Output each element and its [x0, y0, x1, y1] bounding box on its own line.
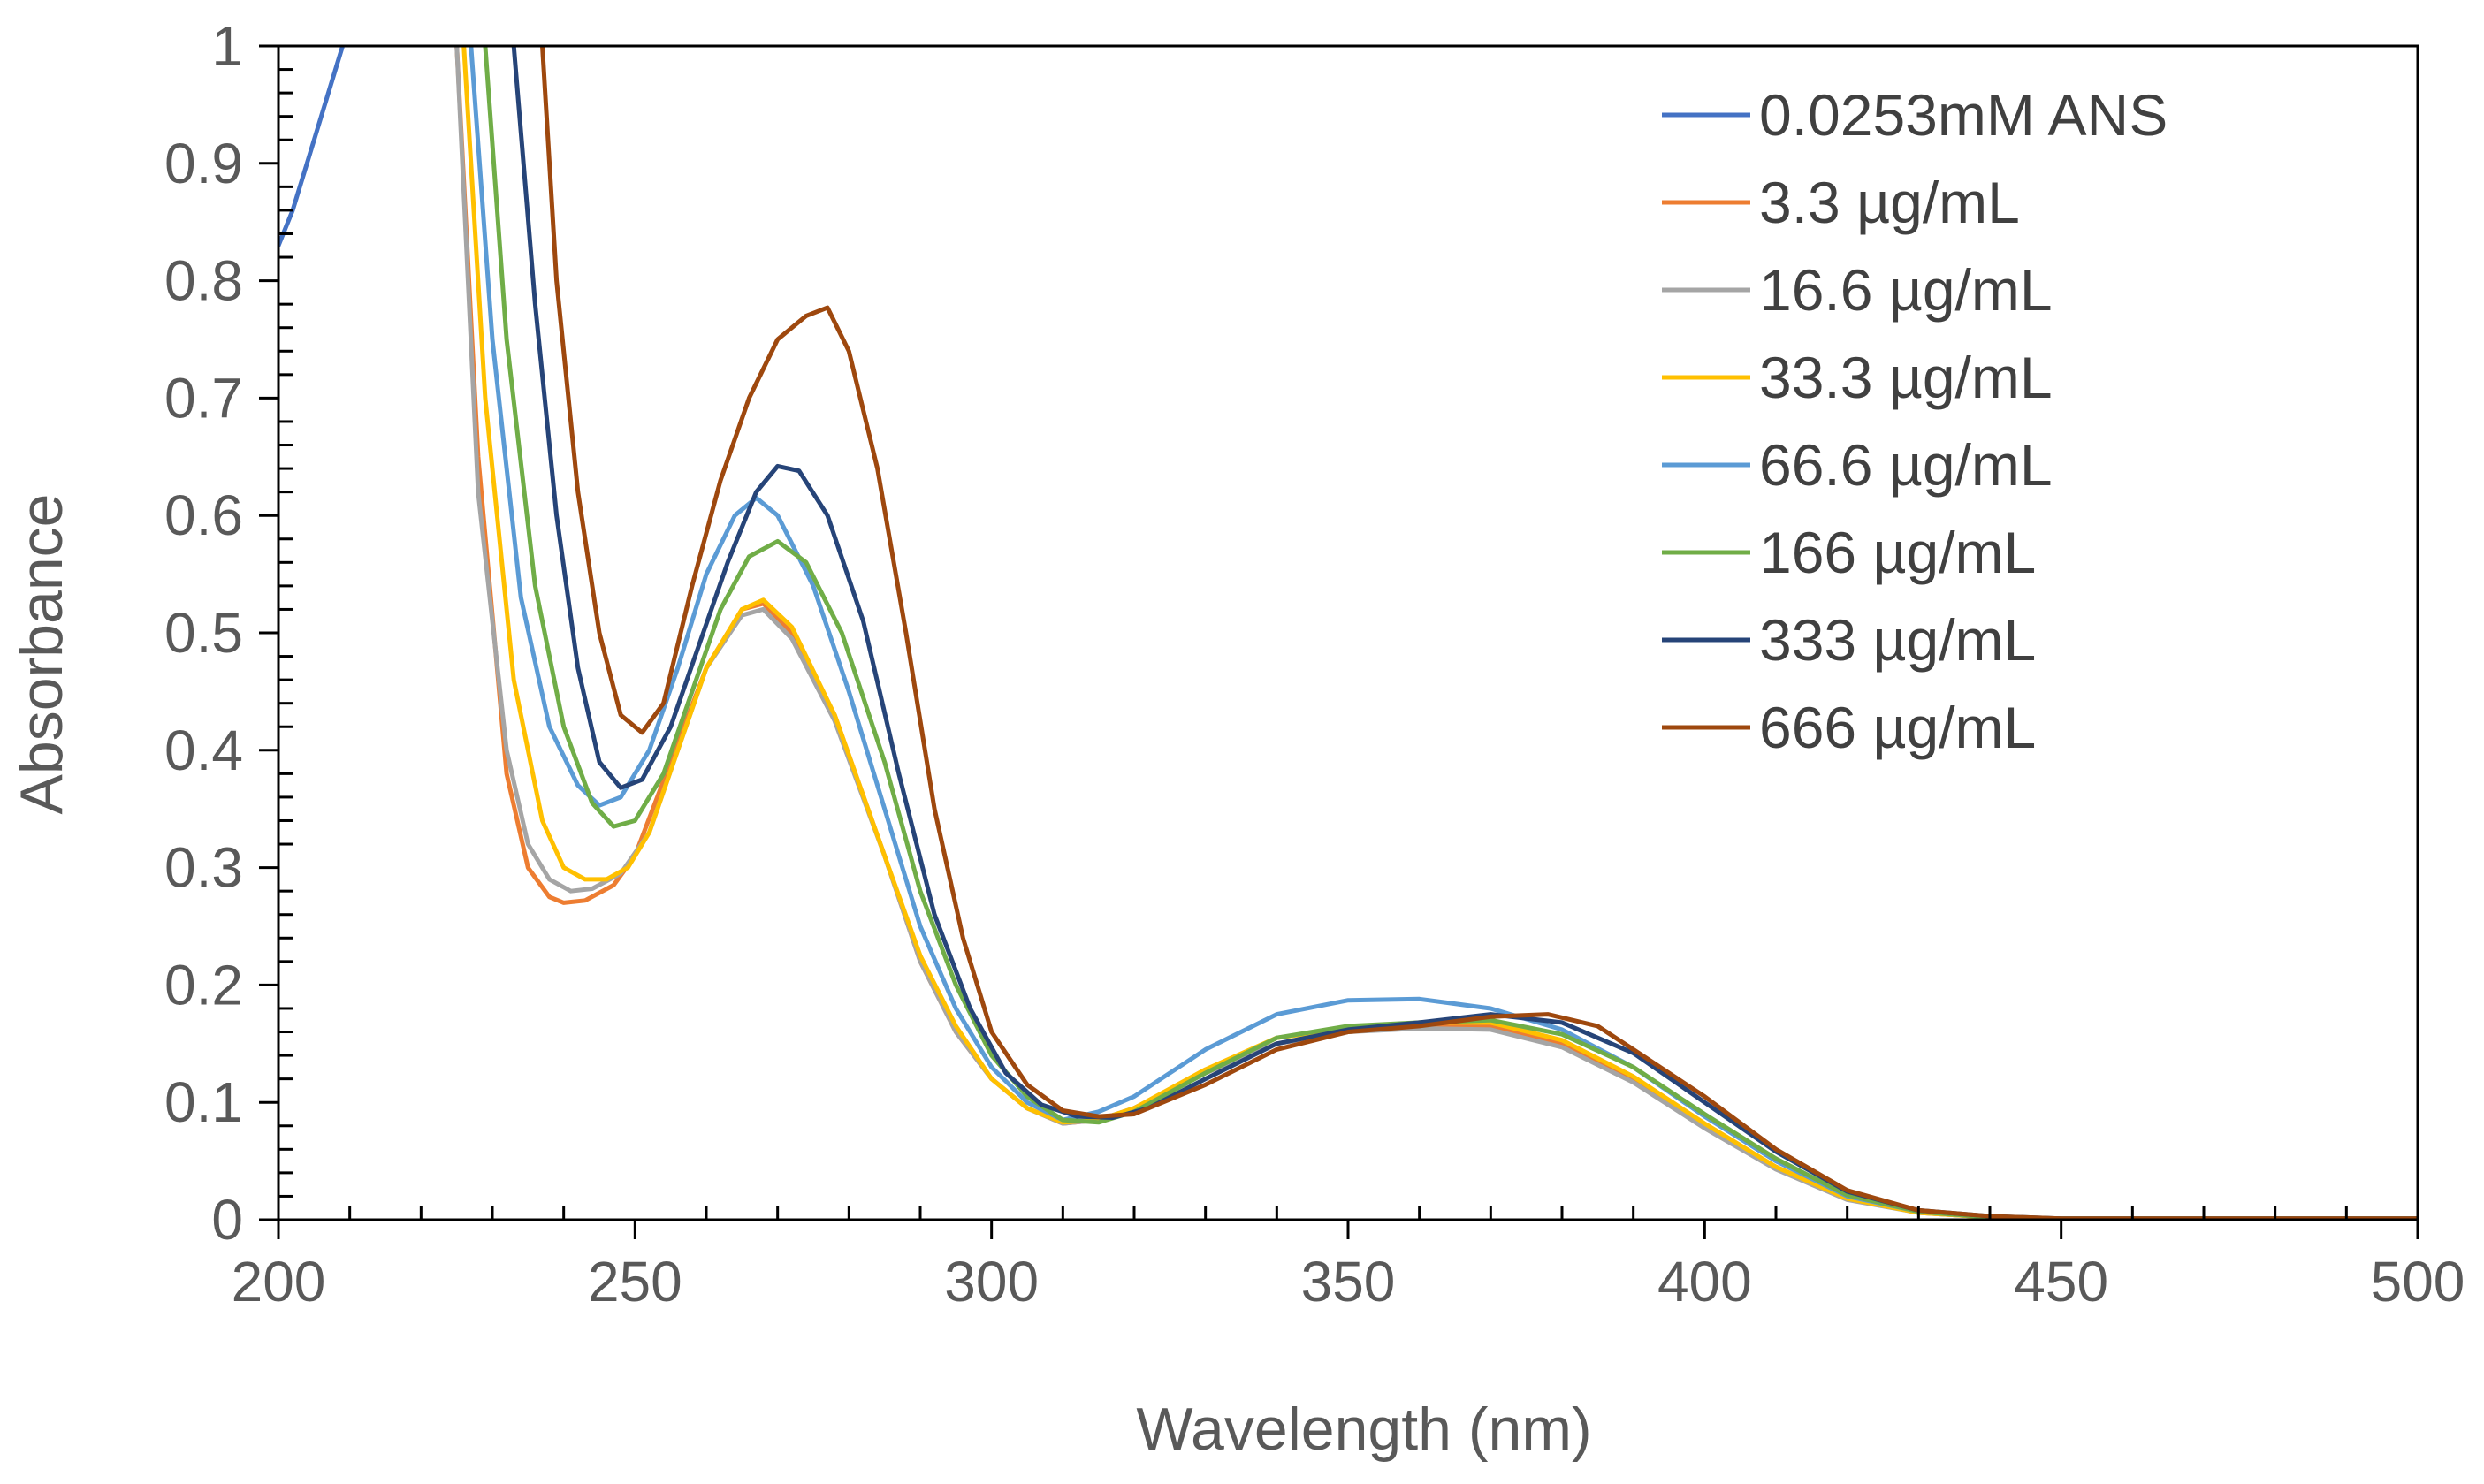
legend-entry-2: 3.3 µg/mL: [1662, 170, 2020, 235]
x-tick-label: 400: [1657, 1250, 1752, 1313]
legend-label: 66.6 µg/mL: [1759, 432, 2053, 498]
series-line-1: [278, 46, 346, 248]
x-tick-label: 300: [944, 1250, 1039, 1313]
x-tick-label: 250: [588, 1250, 682, 1313]
legend-entry-8: 666 µg/mL: [1662, 695, 2036, 760]
y-tick-label: 0.1: [164, 1070, 243, 1134]
x-axis-title: Wavelength (nm): [1136, 1396, 1591, 1463]
y-tick-label: 0.9: [164, 132, 243, 195]
legend-entry-5: 66.6 µg/mL: [1662, 432, 2053, 498]
x-tick-label: 200: [232, 1250, 326, 1313]
legend-label: 3.3 µg/mL: [1759, 170, 2020, 235]
legend-entry-6: 166 µg/mL: [1662, 520, 2036, 585]
legend-label: 16.6 µg/mL: [1759, 257, 2053, 323]
series-line-7: [511, 46, 2418, 1220]
y-tick-label: 0.4: [164, 719, 243, 782]
y-tick-label: 0: [211, 1188, 243, 1252]
legend-label: 166 µg/mL: [1759, 520, 2036, 585]
plot-area: [278, 46, 2418, 1220]
x-tick-label: 500: [2371, 1250, 2465, 1313]
y-tick-label: 0.6: [164, 483, 243, 547]
x-tick-label: 450: [2014, 1250, 2108, 1313]
y-tick-label: 0.8: [164, 249, 243, 313]
series-line-8: [540, 46, 2418, 1220]
legend-entry-1: 0.0253mM ANS: [1662, 82, 2168, 148]
y-tick-label: 0.3: [164, 836, 243, 900]
legend-entry-4: 33.3 µg/mL: [1662, 345, 2053, 410]
series-lines: [278, 46, 2418, 1220]
legend-label: 0.0253mM ANS: [1759, 82, 2168, 148]
y-tick-label: 0.5: [164, 601, 243, 665]
axes: 200 250 300 350 400 450 500 0 0.1 0.2 0.3 0.4 0.5 0.6…: [164, 14, 2465, 1313]
legend: 0.0253mM ANS 3.3 µg/mL 16.6 µg/mL 33.3 µg/m…: [1662, 82, 2168, 760]
legend-entry-3: 16.6 µg/mL: [1662, 257, 2053, 323]
legend-label: 33.3 µg/mL: [1759, 345, 2053, 410]
x-tick-label: 350: [1301, 1250, 1396, 1313]
legend-label: 666 µg/mL: [1759, 695, 2036, 760]
series-line-4: [461, 46, 2418, 1220]
y-axis-title: Absorbance: [8, 494, 75, 815]
y-tick-label: 0.7: [164, 366, 243, 430]
y-tick-label: 1: [211, 14, 243, 78]
y-tick-label: 0.2: [164, 953, 243, 1016]
legend-label: 333 µg/mL: [1759, 607, 2036, 673]
legend-entry-7: 333 µg/mL: [1662, 607, 2036, 673]
